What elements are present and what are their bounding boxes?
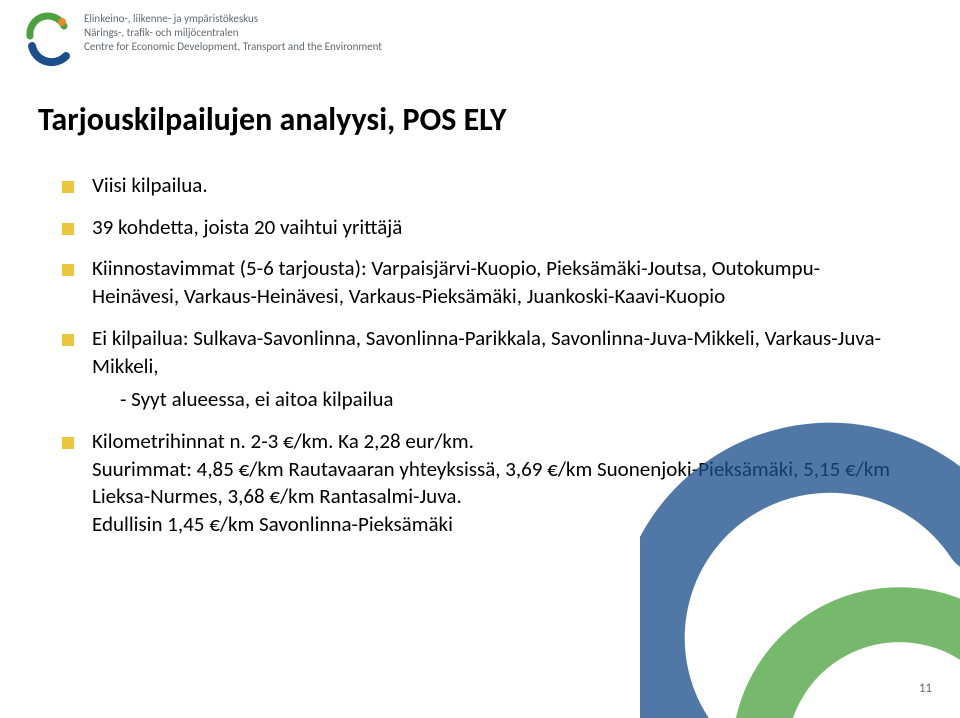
org-name-sv: Närings-, trafik- och miljöcentralen (84, 26, 382, 40)
content: Viisi kilpailua. 39 kohdetta, joista 20 … (62, 172, 900, 553)
page-number: 11 (919, 681, 932, 696)
list-item: Kilometrihinnat n. 2-3 €/km. Ka 2,28 eur… (62, 428, 900, 539)
bullet-text: 39 kohdetta, joista 20 vaihtui yrittäjä (92, 214, 402, 240)
bullet-text: Kilometrihinnat n. 2-3 €/km. Ka 2,28 eur… (92, 428, 474, 454)
org-name-fi: Elinkeino-, liikenne- ja ympäristökeskus (84, 12, 382, 26)
list-item: Ei kilpailua: Sulkava-Savonlinna, Savonl… (62, 325, 900, 414)
sub-text: - Syyt alueessa, ei aitoa kilpailua (120, 386, 393, 412)
bullet-text: Ei kilpailua: Sulkava-Savonlinna, Savonl… (92, 325, 881, 379)
org-name-en: Centre for Economic Development, Transpo… (84, 40, 382, 54)
bullet-sub: - Syyt alueessa, ei aitoa kilpailua (92, 386, 900, 414)
bullet-text: Kiinnostavimmat (5-6 tarjousta): Varpais… (92, 255, 820, 309)
list-item: Viisi kilpailua. (62, 172, 900, 200)
bullet-extra: Suurimmat: 4,85 €/km Rautavaaran yhteyks… (92, 456, 900, 511)
bullet-extra: Edullisin 1,45 €/km Savonlinna-Pieksämäk… (92, 511, 900, 539)
list-item: Kiinnostavimmat (5-6 tarjousta): Varpais… (62, 255, 900, 310)
bullet-text: Viisi kilpailua. (92, 172, 208, 198)
list-item: 39 kohdetta, joista 20 vaihtui yrittäjä (62, 214, 900, 242)
ely-logo (24, 12, 72, 68)
extra-text: Edullisin 1,45 €/km Savonlinna-Pieksämäk… (92, 511, 453, 537)
header: Elinkeino-, liikenne- ja ympäristökeskus… (24, 12, 382, 68)
page-title: Tarjouskilpailujen analyysi, POS ELY (38, 100, 507, 139)
bullet-list: Viisi kilpailua. 39 kohdetta, joista 20 … (62, 172, 900, 539)
org-names: Elinkeino-, liikenne- ja ympäristökeskus… (84, 12, 382, 53)
extra-text: Suurimmat: 4,85 €/km Rautavaaran yhteyks… (92, 456, 890, 510)
